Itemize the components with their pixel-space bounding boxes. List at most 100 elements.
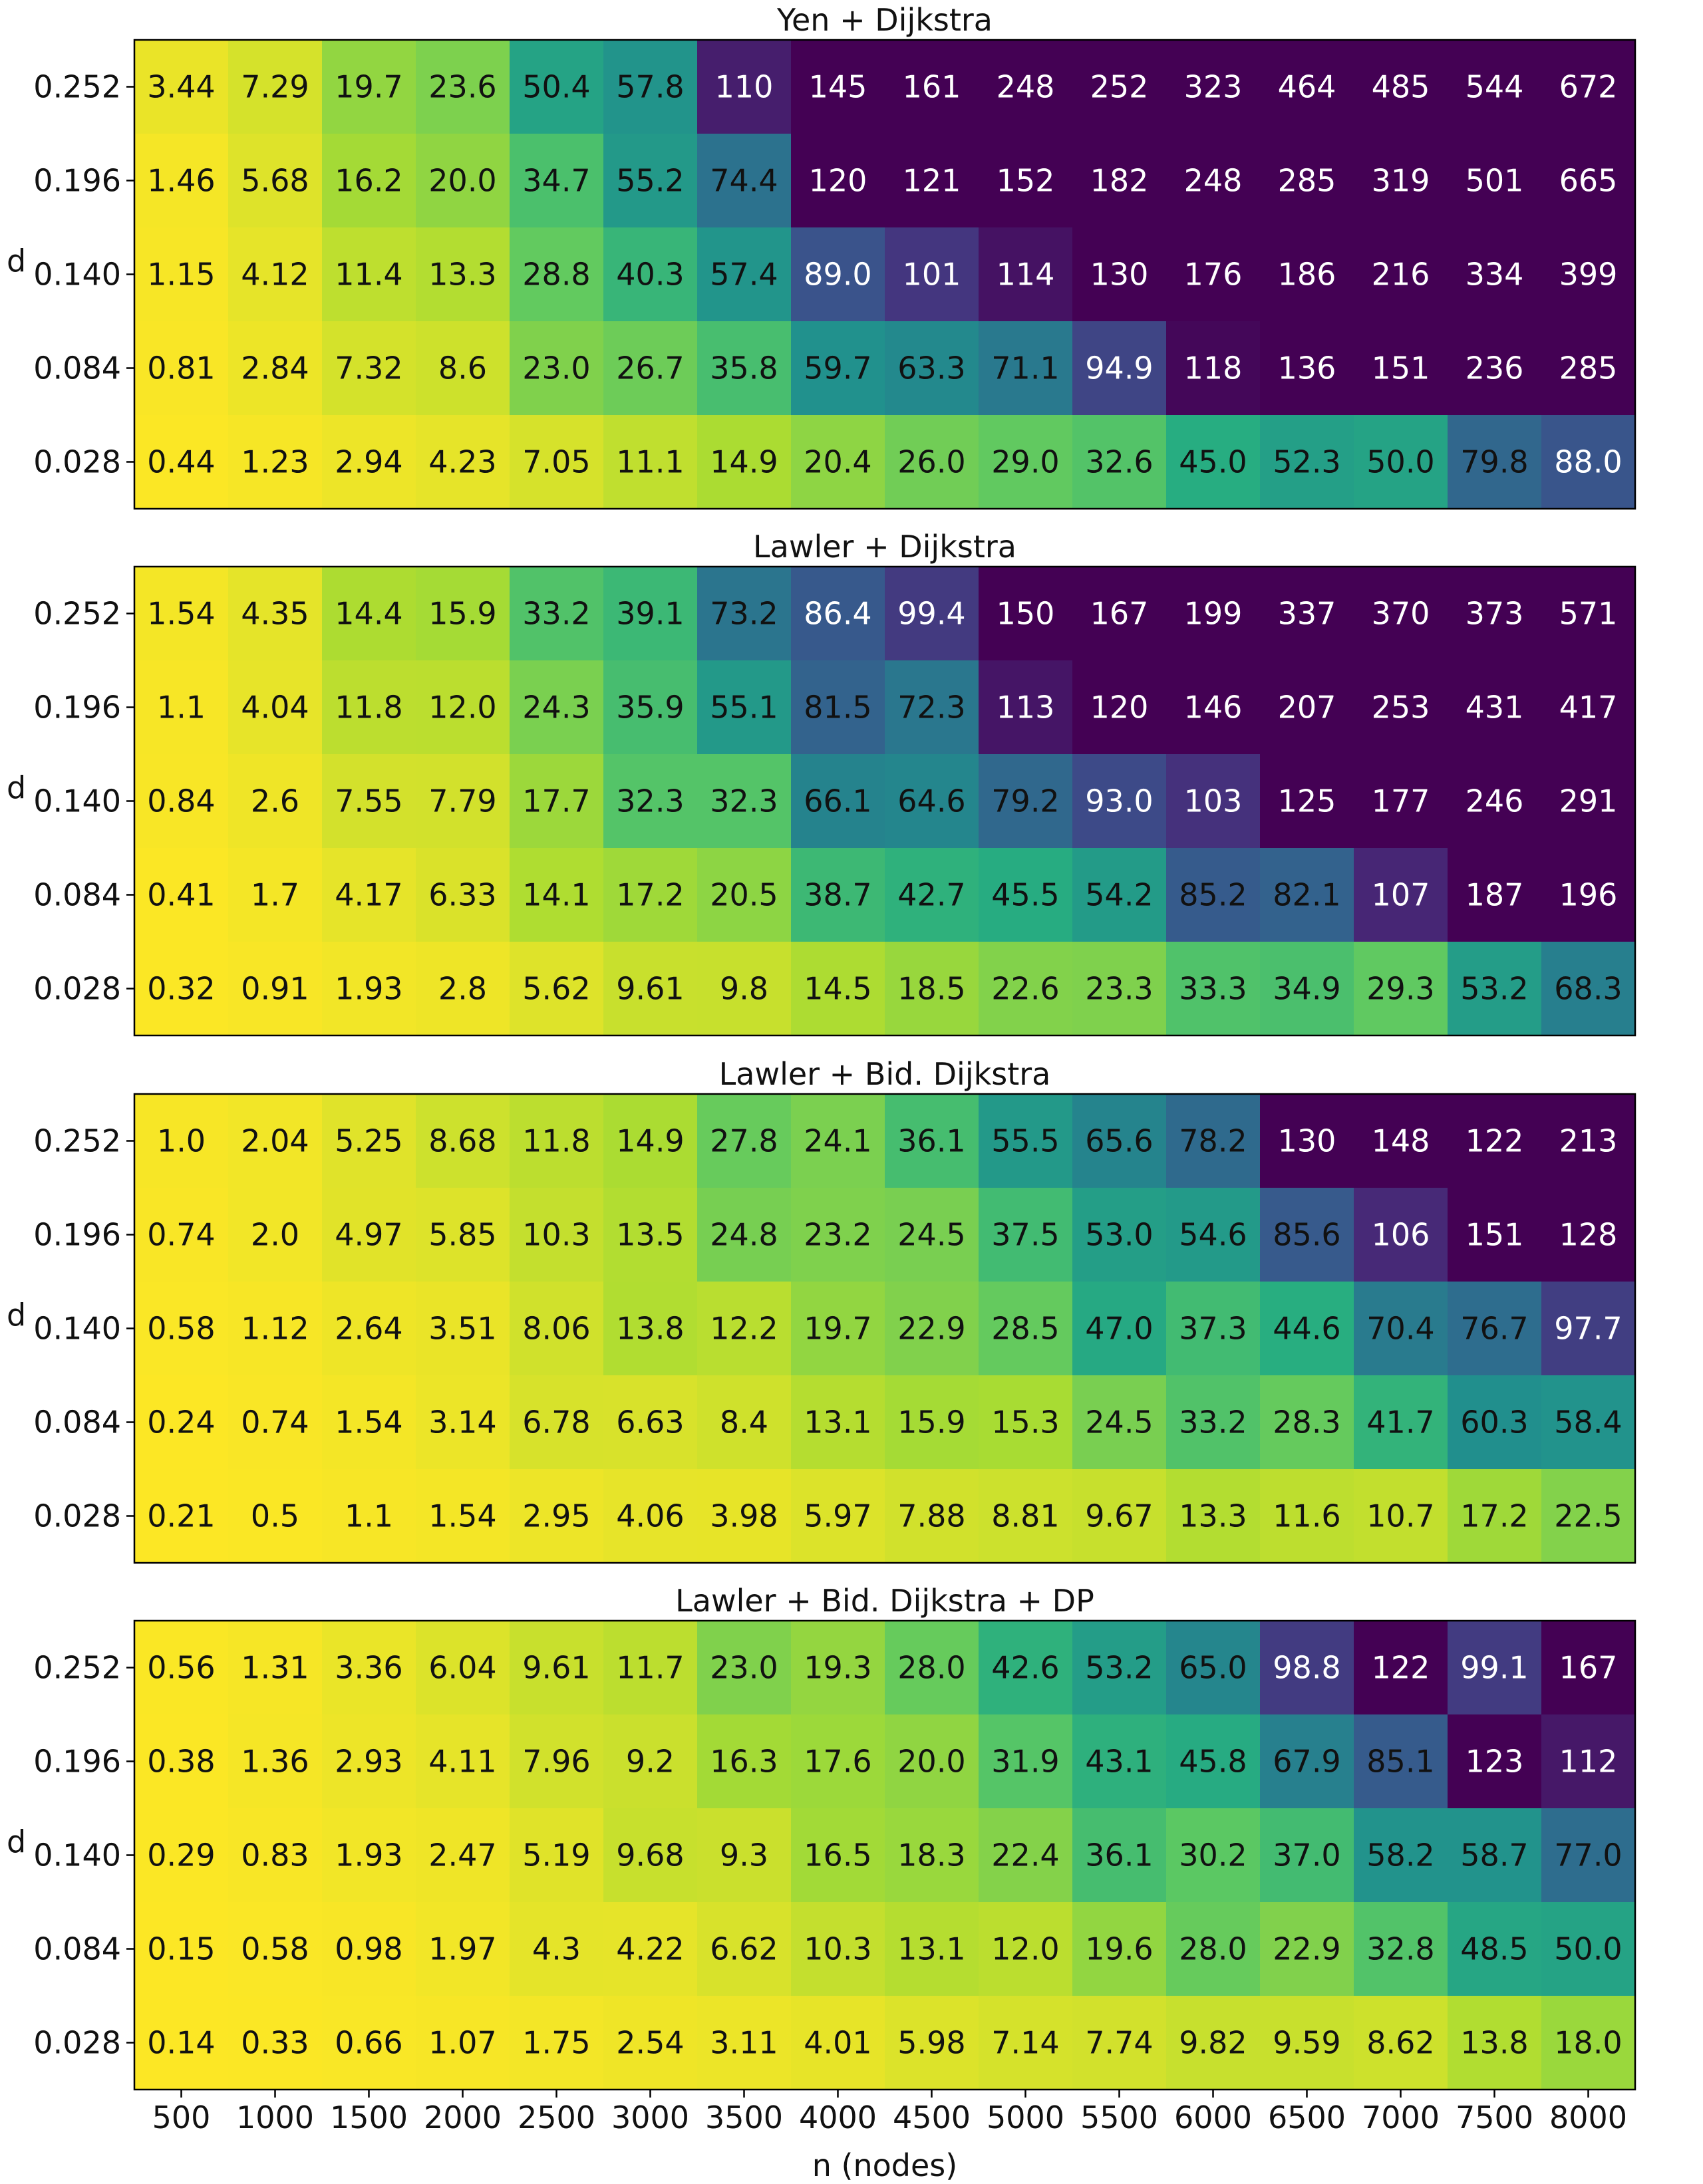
heatmap-cell: [322, 40, 416, 134]
x-tick-label: 4500: [893, 2100, 971, 2135]
heatmap-cell: [885, 134, 979, 228]
heatmap-cell: [416, 1996, 510, 2090]
heatmap-cell: [1541, 321, 1636, 416]
heatmap-cell: [1354, 660, 1448, 755]
heatmap-cell: [697, 1621, 792, 1715]
heatmap-cell: [697, 1714, 792, 1809]
heatmap-cell: [1354, 942, 1448, 1036]
y-tick-label: 0.140: [33, 783, 121, 819]
heatmap-cell: [697, 942, 792, 1036]
cell-value-label: 0.24: [147, 1405, 215, 1440]
cell-value-label: 85.2: [1179, 877, 1247, 913]
y-axis-label: d: [7, 243, 26, 279]
heatmap-cell: [322, 1469, 416, 1564]
cell-value-label: 82.1: [1273, 877, 1340, 913]
cell-value-label: 58.2: [1366, 1838, 1434, 1873]
cell-value-label: 0.15: [147, 1931, 215, 1967]
heatmap-cell: [1354, 1469, 1448, 1564]
heatmap-cell: [697, 754, 792, 849]
cell-value-label: 47.0: [1085, 1311, 1153, 1347]
heatmap-cell: [885, 415, 979, 509]
cell-value-label: 148: [1372, 1123, 1430, 1159]
heatmap-cell: [1166, 1282, 1261, 1376]
heatmap-cell: [1354, 1375, 1448, 1470]
cell-value-label: 1.7: [251, 877, 299, 913]
cell-value-label: 26.0: [897, 444, 965, 480]
x-tick-label: 500: [152, 2100, 211, 2135]
y-axis-label: d: [7, 770, 26, 806]
heatmap-cell: [1354, 40, 1448, 134]
heatmap-cell: [134, 1996, 229, 2090]
cell-value-label: 248: [997, 69, 1055, 105]
cell-value-label: 5.62: [522, 971, 590, 1007]
heatmap-cell: [134, 1375, 229, 1470]
cell-value-label: 0.83: [241, 1838, 309, 1873]
cell-value-label: 32.3: [616, 783, 684, 819]
heatmap-cell: [697, 660, 792, 755]
cell-value-label: 130: [1278, 1123, 1336, 1159]
cell-value-label: 50.0: [1554, 1931, 1622, 1967]
cell-value-label: 161: [903, 69, 961, 105]
cell-value-label: 24.3: [522, 690, 590, 726]
heatmap-cell: [1072, 660, 1167, 755]
cell-value-label: 0.98: [335, 1931, 402, 1967]
heatmap-cell: [603, 1282, 698, 1376]
cell-value-label: 70.4: [1366, 1311, 1434, 1347]
cell-value-label: 7.74: [1085, 2025, 1153, 2061]
y-tick-label: 0.084: [33, 1405, 121, 1440]
heatmap-cell: [322, 1282, 416, 1376]
heatmap-cell: [1072, 1996, 1167, 2090]
heatmap-cell: [416, 134, 510, 228]
heatmap-cell: [510, 1902, 604, 1996]
cell-value-label: 88.0: [1554, 444, 1622, 480]
cell-value-label: 14.9: [710, 444, 778, 480]
cell-value-label: 53.2: [1460, 971, 1528, 1007]
heatmap-cell: [510, 1808, 604, 1903]
heatmap-cell: [979, 1094, 1073, 1188]
cell-value-label: 106: [1372, 1217, 1430, 1253]
heatmap-cell: [791, 1621, 885, 1715]
heatmap-cell: [1260, 321, 1354, 416]
heatmap-cell: [134, 754, 229, 849]
cell-value-label: 33.3: [1179, 971, 1247, 1007]
cell-value-label: 122: [1466, 1123, 1524, 1159]
heatmap-cell: [1541, 848, 1636, 942]
cell-value-label: 32.3: [710, 783, 778, 819]
cell-value-label: 89.0: [804, 257, 871, 293]
y-tick-label: 0.140: [33, 1838, 121, 1873]
cell-value-label: 24.5: [897, 1217, 965, 1253]
heatmap-cell: [416, 1808, 510, 1903]
heatmap-cell: [885, 1902, 979, 1996]
cell-value-label: 28.0: [897, 1650, 965, 1686]
cell-value-label: 37.0: [1273, 1838, 1340, 1873]
cell-value-label: 8.6: [438, 350, 487, 386]
heatmap-cell: [603, 1621, 698, 1715]
heatmap-cell: [603, 1902, 698, 1996]
cell-value-label: 0.33: [241, 2025, 309, 2061]
heatmap-cell: [885, 567, 979, 661]
y-tick-label: 0.028: [33, 1498, 121, 1534]
cell-value-label: 33.2: [1179, 1405, 1247, 1440]
cell-value-label: 22.6: [991, 971, 1059, 1007]
cell-value-label: 1.54: [335, 1405, 402, 1440]
heatmap-cell: [979, 754, 1073, 849]
cell-value-label: 50.0: [1366, 444, 1434, 480]
cell-value-label: 9.82: [1179, 2025, 1247, 2061]
heatmap-cell: [228, 134, 323, 228]
cell-value-label: 0.84: [147, 783, 215, 819]
heatmap-cell: [510, 1188, 604, 1282]
cell-value-label: 8.81: [991, 1498, 1059, 1534]
heatmap-cell: [416, 567, 510, 661]
heatmap-cell: [1354, 1282, 1448, 1376]
heatmap-cell: [1166, 1094, 1261, 1188]
cell-value-label: 1.54: [428, 1498, 496, 1534]
heatmap-cell: [1260, 1375, 1354, 1470]
cell-value-label: 130: [1090, 257, 1149, 293]
cell-value-label: 3.44: [147, 69, 215, 105]
cell-value-label: 5.19: [522, 1838, 590, 1873]
cell-value-label: 176: [1184, 257, 1243, 293]
cell-value-label: 252: [1090, 69, 1149, 105]
cell-value-label: 120: [1090, 690, 1149, 726]
cell-value-label: 13.3: [428, 257, 496, 293]
cell-value-label: 6.63: [616, 1405, 684, 1440]
